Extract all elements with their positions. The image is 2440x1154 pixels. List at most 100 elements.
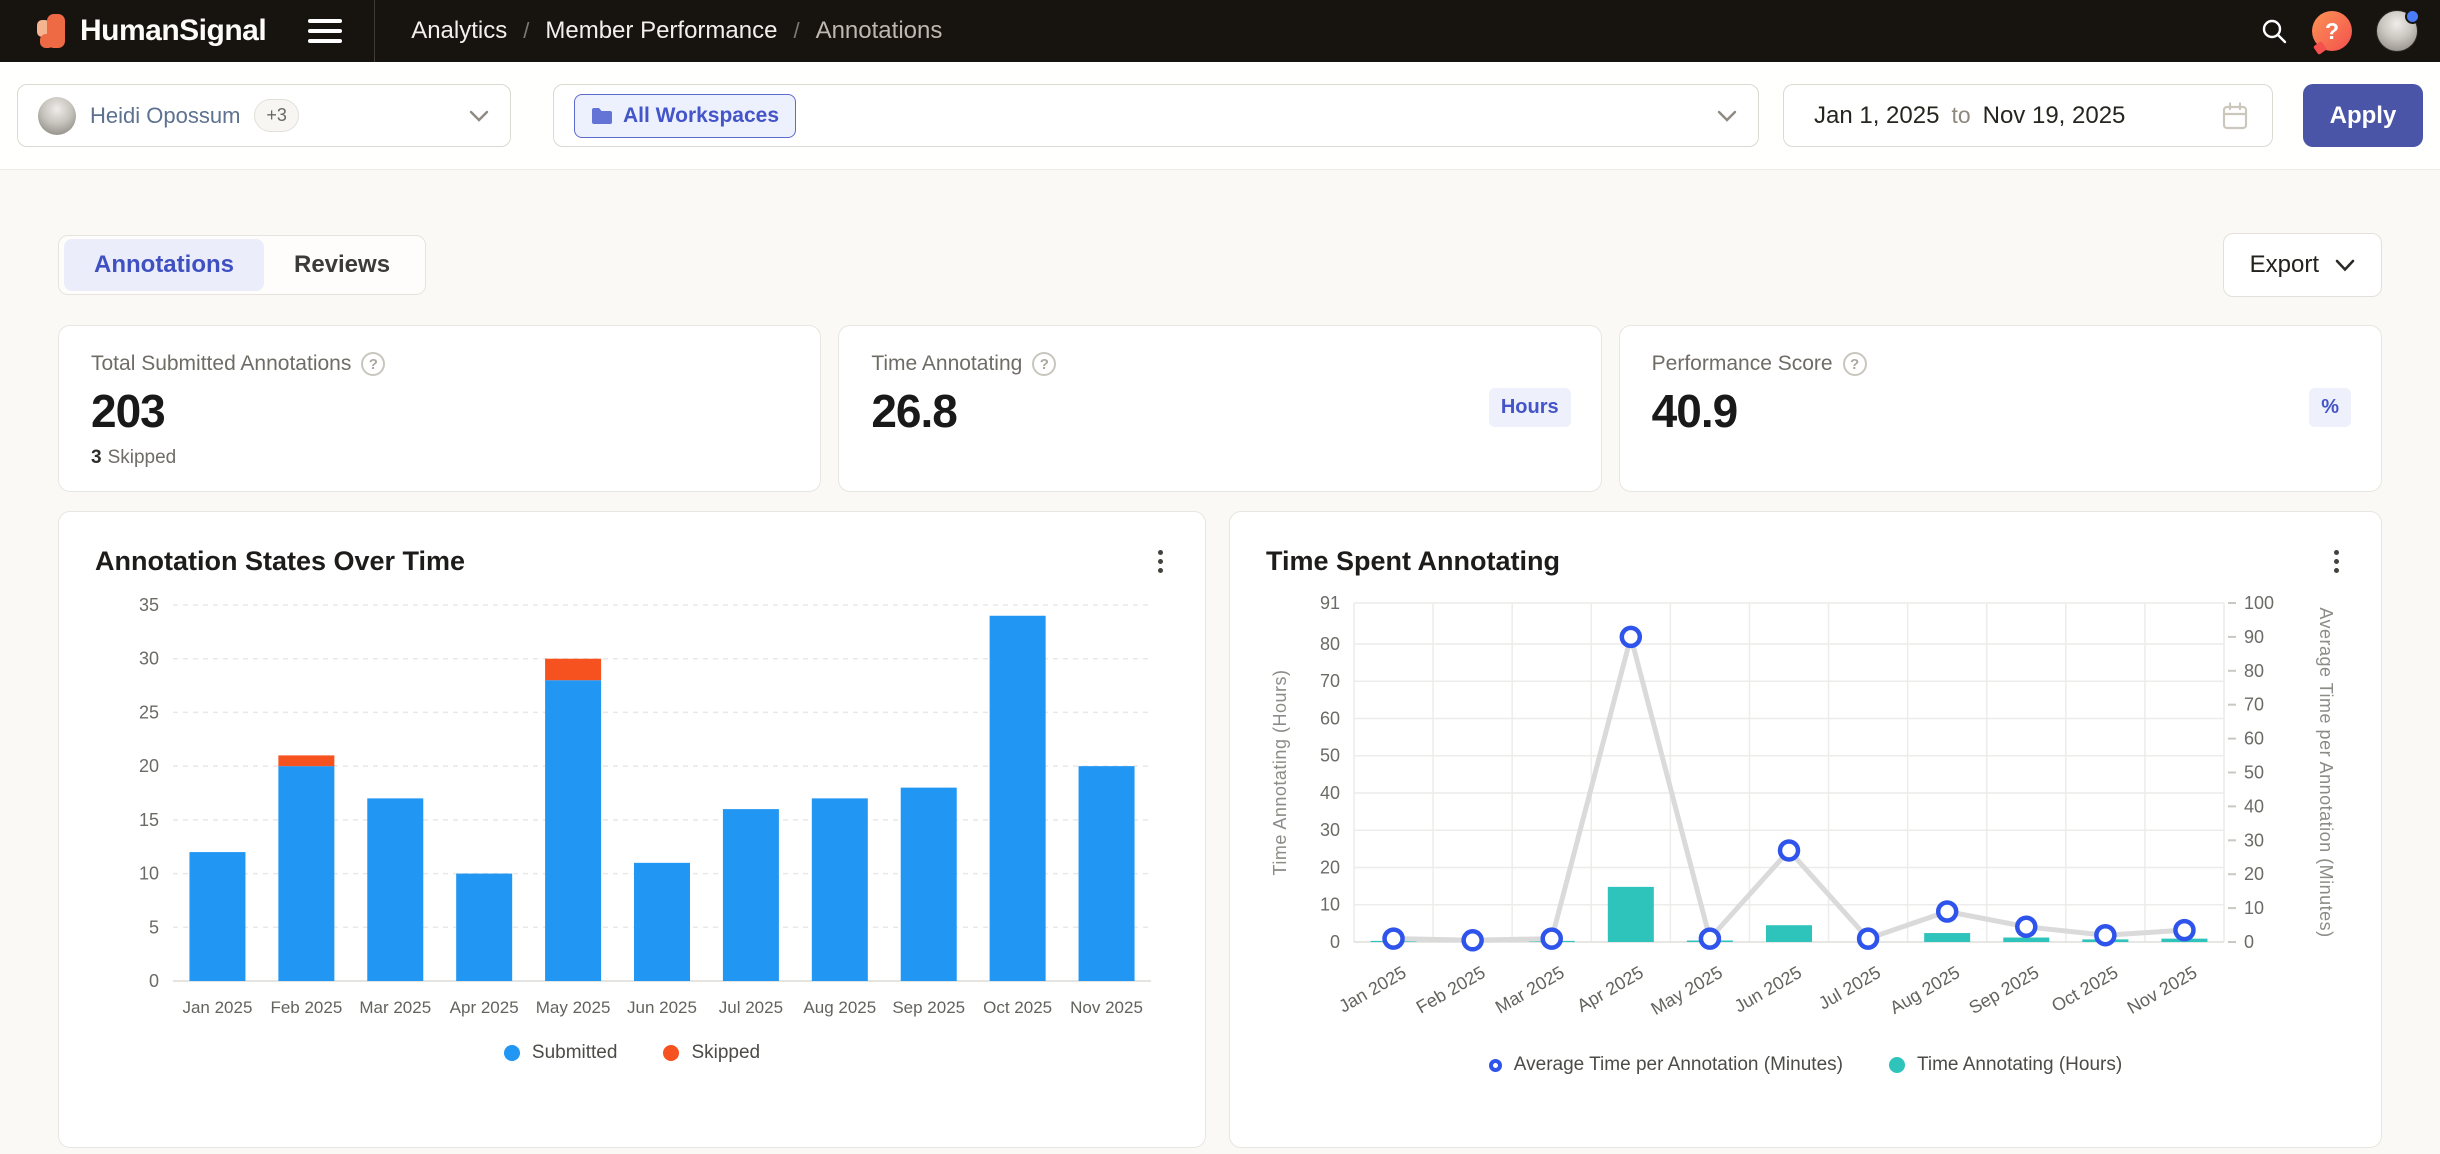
svg-text:70: 70 <box>2244 695 2264 715</box>
breadcrumb-member-performance[interactable]: Member Performance <box>545 17 778 44</box>
line-marker-avg-time[interactable] <box>2015 915 2038 938</box>
main-content: Annotations Reviews Export Total Submitt… <box>0 233 2440 1148</box>
bar-submitted[interactable] <box>278 766 335 981</box>
stat-value: 26.8 <box>871 385 958 437</box>
user-avatar[interactable] <box>2376 9 2420 52</box>
legend-item-submitted[interactable]: Submitted <box>503 1042 617 1064</box>
line-marker-avg-time[interactable] <box>1698 927 1722 950</box>
legend-item-avg-time[interactable]: Average Time per Annotation (Minutes) <box>1488 1054 1843 1076</box>
bar-submitted[interactable] <box>367 798 424 981</box>
svg-text:May 2025: May 2025 <box>536 998 611 1017</box>
line-marker-avg-time[interactable] <box>2094 923 2117 947</box>
legend-label: Skipped <box>691 1042 761 1063</box>
line-marker-avg-time[interactable] <box>1461 929 1484 952</box>
svg-text:30: 30 <box>139 649 159 669</box>
workspace-filter-select[interactable]: All Workspaces <box>553 84 1759 147</box>
nav-divider <box>374 0 376 62</box>
svg-text:40: 40 <box>1320 783 1340 803</box>
unit-badge-percent: % <box>2309 388 2351 427</box>
help-circle-icon[interactable]: ? <box>1842 352 1867 376</box>
line-marker-avg-time[interactable] <box>1619 625 1643 649</box>
svg-text:50: 50 <box>2244 763 2264 783</box>
folder-icon <box>592 107 612 124</box>
svg-text:Aug 2025: Aug 2025 <box>1886 962 1963 1018</box>
legend-item-time-annotating[interactable]: Time Annotating (Hours) <box>1888 1054 2123 1076</box>
line-marker-avg-time[interactable] <box>2173 918 2196 942</box>
bar-skipped[interactable] <box>545 658 602 681</box>
tab-reviews[interactable]: Reviews <box>293 251 391 278</box>
breadcrumb-separator: / <box>523 18 530 43</box>
brand-logo[interactable]: HumanSignal <box>36 12 267 50</box>
help-circle-icon[interactable]: ? <box>1032 352 1057 376</box>
date-range-input[interactable]: Jan 1, 2025 to Nov 19, 2025 <box>1783 84 2273 147</box>
bar-submitted[interactable] <box>634 862 690 981</box>
bar-skipped[interactable] <box>278 755 335 767</box>
bar-time-annotating[interactable] <box>1607 886 1654 942</box>
chevron-down-icon <box>2335 259 2355 271</box>
svg-text:Mar 2025: Mar 2025 <box>359 998 431 1017</box>
svg-text:Jun 2025: Jun 2025 <box>1731 962 1805 1016</box>
line-marker-avg-time[interactable] <box>1935 900 1959 923</box>
brand-name: HumanSignal <box>80 14 267 47</box>
legend-swatch <box>1488 1058 1502 1072</box>
legend-item-skipped[interactable]: Skipped <box>663 1042 760 1064</box>
calendar-icon <box>2222 101 2248 129</box>
member-filter-select[interactable]: Heidi Opossum +3 <box>17 84 511 147</box>
legend-label: Time Annotating (Hours) <box>1916 1054 2123 1075</box>
date-from: Jan 1, 2025 <box>1814 101 1940 129</box>
line-marker-avg-time[interactable] <box>1382 927 1405 950</box>
svg-text:Jul 2025: Jul 2025 <box>1815 962 1884 1013</box>
export-button[interactable]: Export <box>2222 233 2382 297</box>
stat-card-performance-score: Performance Score ? 40.9 % <box>1618 325 2382 492</box>
apply-button[interactable]: Apply <box>2303 84 2423 147</box>
search-icon[interactable] <box>2260 17 2288 45</box>
menu-icon[interactable] <box>308 19 343 43</box>
line-marker-avg-time[interactable] <box>1856 927 1880 950</box>
bar-submitted[interactable] <box>189 852 246 981</box>
bar-submitted[interactable] <box>545 680 602 981</box>
member-extra-count-badge: +3 <box>254 99 299 132</box>
svg-text:15: 15 <box>139 810 159 830</box>
svg-text:Aug 2025: Aug 2025 <box>803 998 876 1017</box>
svg-text:90: 90 <box>2244 627 2264 647</box>
svg-text:Average Time per Annotation (M: Average Time per Annotation (Minutes) <box>2316 607 2336 937</box>
svg-text:30: 30 <box>2244 830 2264 850</box>
line-marker-avg-time[interactable] <box>1777 839 1801 862</box>
svg-text:80: 80 <box>2244 661 2264 681</box>
svg-text:Mar 2025: Mar 2025 <box>1492 962 1568 1017</box>
breadcrumb-analytics[interactable]: Analytics <box>411 17 508 44</box>
workspace-chip[interactable]: All Workspaces <box>574 93 797 138</box>
bar-submitted[interactable] <box>1078 766 1135 981</box>
svg-text:Oct 2025: Oct 2025 <box>983 998 1052 1017</box>
line-marker-avg-time[interactable] <box>1540 927 1563 950</box>
svg-text:Oct 2025: Oct 2025 <box>2048 962 2121 1016</box>
chart-legend: Submitted Skipped <box>95 1042 1169 1064</box>
tab-annotations[interactable]: Annotations <box>64 239 264 291</box>
bar-time-annotating[interactable] <box>2003 937 2050 942</box>
svg-text:60: 60 <box>2244 729 2264 749</box>
stat-card-total-submitted: Total Submitted Annotations ? 203 3 Skipp… <box>58 325 822 492</box>
help-icon[interactable]: ? <box>2312 11 2352 51</box>
bar-time-annotating[interactable] <box>1924 933 1971 942</box>
unit-badge-hours: Hours <box>1488 388 1571 427</box>
bar-submitted[interactable] <box>456 873 513 981</box>
svg-text:Jan 2025: Jan 2025 <box>1335 962 1409 1016</box>
svg-text:Feb 2025: Feb 2025 <box>270 998 342 1017</box>
legend-label: Average Time per Annotation (Minutes) <box>1513 1054 1843 1075</box>
kebab-menu-icon[interactable] <box>1152 544 1169 579</box>
help-circle-icon[interactable]: ? <box>361 352 386 376</box>
svg-text:80: 80 <box>1320 634 1340 654</box>
bar-submitted[interactable] <box>900 787 957 981</box>
svg-text:Jul 2025: Jul 2025 <box>719 998 783 1017</box>
svg-text:50: 50 <box>1320 746 1340 766</box>
bar-time-annotating[interactable] <box>1766 925 1812 942</box>
bar-submitted[interactable] <box>811 798 868 981</box>
svg-text:91: 91 <box>1320 593 1340 613</box>
svg-text:70: 70 <box>1320 671 1340 691</box>
bar-submitted[interactable] <box>722 809 779 981</box>
time-spent-chart: 0 10 20 30 40 50 60 70 80 91 0 10 20 30 40 50 60 70 80 90 10… <box>1270 593 2336 1019</box>
kebab-menu-icon[interactable] <box>2328 544 2345 579</box>
stat-title: Performance Score <box>1651 352 1833 375</box>
bar-submitted[interactable] <box>989 615 1046 981</box>
svg-text:100: 100 <box>2244 593 2274 613</box>
